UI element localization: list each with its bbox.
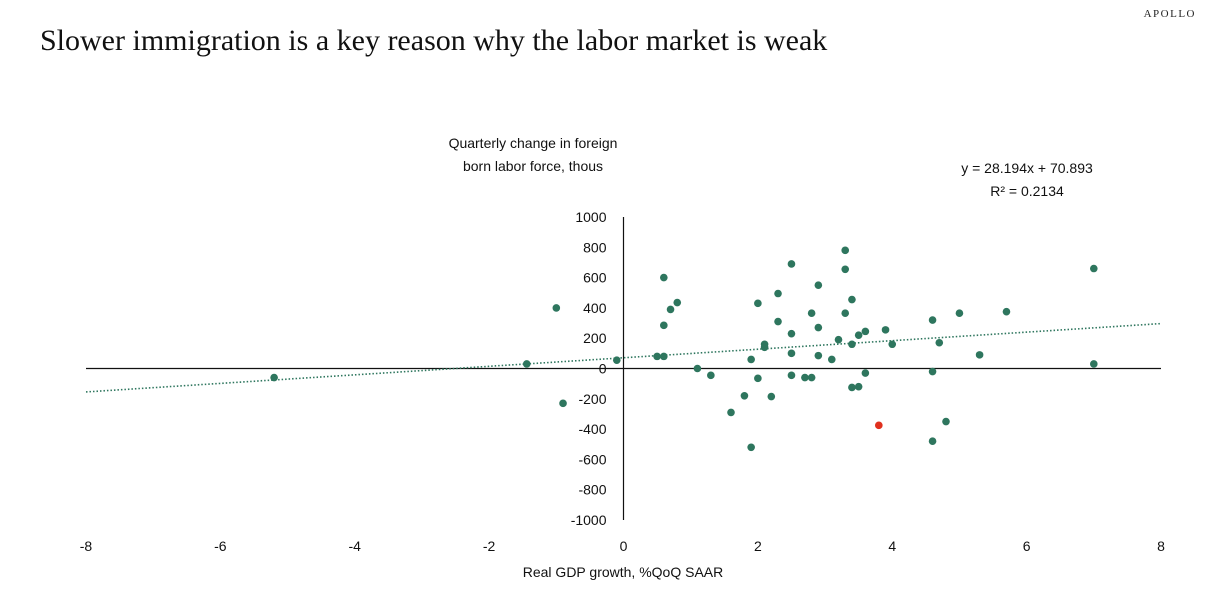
data-point: [693, 364, 702, 373]
data-point: [1090, 264, 1098, 273]
data-point: [754, 374, 762, 383]
data-point: [801, 373, 809, 382]
data-point: [727, 408, 735, 417]
data-point: [653, 352, 661, 361]
x-tick-label: -6: [214, 538, 227, 554]
brand-logo: APOLLO: [1143, 8, 1196, 20]
data-point: [660, 352, 668, 361]
y-axis-label-line2: born labor force, thous: [463, 158, 603, 174]
data-point: [942, 417, 950, 426]
data-point: [767, 392, 776, 401]
data-point: [707, 371, 715, 380]
data-point: [814, 351, 823, 360]
data-point: [774, 317, 782, 326]
data-point: [928, 367, 937, 376]
x-tick-label: -2: [483, 538, 496, 554]
y-tick-label: 200: [583, 330, 607, 346]
data-point: [559, 399, 567, 408]
data-point: [861, 327, 870, 336]
x-tick-label: 6: [1023, 538, 1031, 554]
data-point: [854, 382, 863, 391]
data-point: [888, 340, 897, 349]
r-squared: R² = 0.2134: [990, 183, 1064, 199]
data-point: [807, 373, 816, 382]
y-tick-label: -600: [578, 451, 606, 467]
data-point: [841, 309, 850, 318]
data-point: [787, 371, 796, 380]
y-tick-label: 0: [599, 361, 607, 377]
data-point: [747, 443, 755, 452]
data-point: [522, 360, 531, 368]
data-point: [814, 281, 823, 289]
data-point: [787, 329, 796, 338]
data-point: [848, 295, 856, 304]
data-point: [612, 356, 621, 364]
data-point: [935, 338, 944, 347]
trend-line: [85, 322, 1162, 393]
data-point: [740, 391, 749, 400]
data-point: [841, 265, 850, 274]
data-point: [660, 321, 668, 330]
y-tick-label: -400: [578, 421, 606, 437]
data-point: [1090, 360, 1098, 368]
data-point: [955, 309, 964, 318]
y-tick-label: 1000: [575, 209, 606, 225]
x-axis-label: Real GDP growth, %QoQ SAAR: [523, 564, 723, 580]
x-tick-label: 4: [888, 538, 896, 554]
data-point: [827, 355, 836, 364]
x-tick-label: -8: [80, 538, 93, 554]
data-point: [848, 340, 856, 349]
data-point: [774, 289, 782, 298]
data-point: [666, 305, 675, 314]
data-point: [834, 335, 843, 344]
data-point: [747, 355, 755, 364]
x-tick-label: 0: [620, 538, 628, 554]
data-point: [754, 299, 762, 308]
data-point: [270, 373, 278, 382]
data-point: [848, 383, 856, 392]
y-tick-label: 600: [583, 270, 607, 286]
data-point: [673, 298, 682, 307]
data-point: [928, 316, 937, 324]
data-point: [787, 349, 796, 358]
data-point: [928, 437, 937, 446]
y-axis-label-line1: Quarterly change in foreign: [449, 135, 618, 151]
y-tick-label: -200: [578, 391, 606, 407]
data-point: [660, 273, 668, 282]
x-tick-label: 8: [1157, 538, 1165, 554]
data-point: [861, 369, 870, 377]
page-title: Slower immigration is a key reason why t…: [40, 24, 828, 57]
data-point: [807, 309, 816, 318]
data-point: [854, 331, 863, 339]
trend-equation: y = 28.194x + 70.893: [961, 160, 1093, 176]
data-point: [552, 304, 561, 312]
data-point: [787, 260, 796, 268]
y-tick-label: -800: [578, 482, 606, 498]
x-tick-label: 2: [754, 538, 762, 554]
highlight-point: [875, 421, 883, 430]
data-point: [881, 326, 890, 334]
data-point: [1002, 307, 1011, 316]
y-tick-label: 800: [583, 239, 607, 255]
data-point: [760, 343, 769, 352]
x-tick-label: -4: [349, 538, 362, 554]
y-tick-label: -1000: [571, 512, 607, 528]
data-point: [975, 351, 984, 359]
y-tick-label: 400: [583, 300, 607, 316]
data-point: [841, 246, 850, 255]
data-point: [814, 323, 823, 332]
